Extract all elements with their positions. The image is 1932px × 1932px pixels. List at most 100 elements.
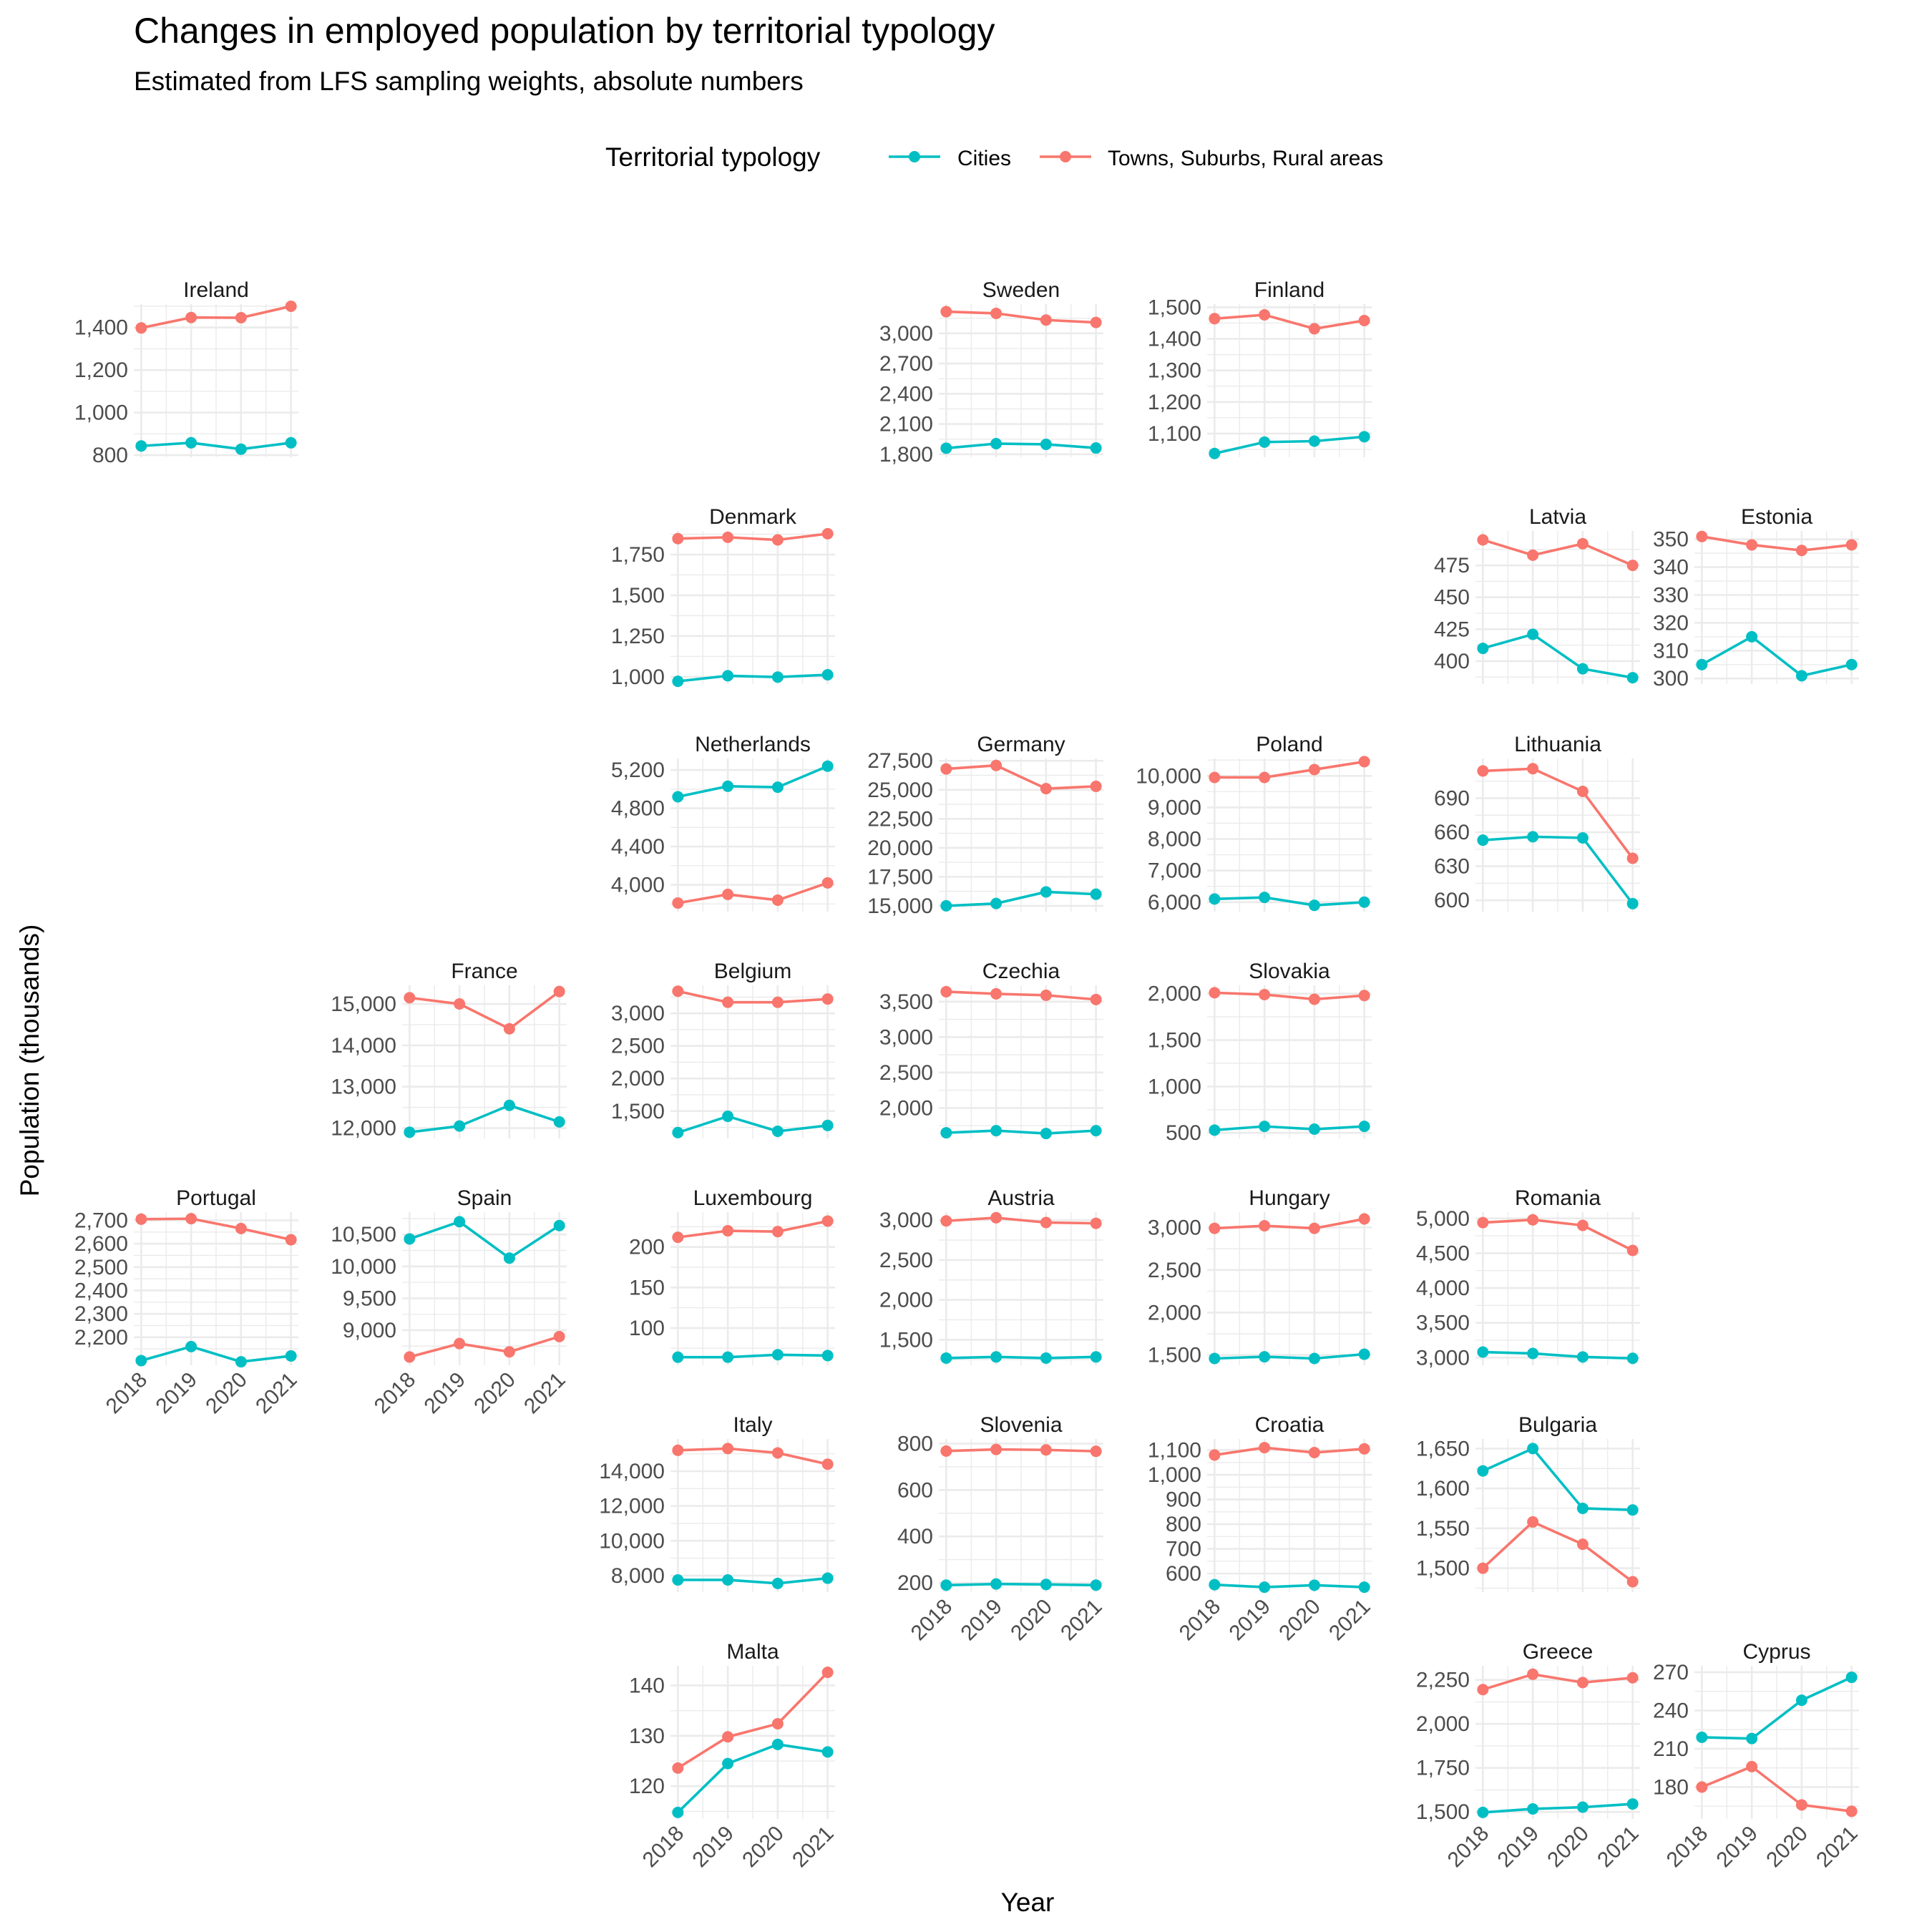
point-cities-slovenia-2021 — [1090, 1579, 1102, 1591]
point-towns-suburbs-rural-areas-finland-2019 — [1259, 309, 1271, 321]
point-cities-luxembourg-2021 — [821, 1350, 834, 1362]
line-towns-suburbs-rural-areas-malta — [677, 1671, 829, 1770]
y-tick-label: 14,000 — [331, 1034, 396, 1058]
y-tick-label: 310 — [1653, 639, 1689, 663]
legend-label-towns-suburbs-rural: Towns, Suburbs, Rural areas — [1108, 147, 1383, 170]
point-towns-suburbs-rural-areas-france-2018 — [404, 992, 416, 1004]
point-cities-luxembourg-2018 — [672, 1351, 684, 1363]
point-cities-cyprus-2019 — [1746, 1732, 1758, 1745]
y-tick-label: 2,300 — [74, 1302, 128, 1326]
y-tick-label: 2,500 — [879, 1249, 933, 1272]
point-cities-netherlands-2021 — [821, 760, 834, 772]
x-tick-label: 2021 — [251, 1368, 302, 1419]
x-tick-label: 2018 — [370, 1368, 421, 1419]
panel-germany: Germany 15,000 17,500 20,000 22,500 25,000 27,… — [867, 733, 1103, 918]
y-tick-label: 3,000 — [879, 322, 933, 346]
point-cities-bulgaria-2020 — [1576, 1502, 1589, 1514]
panel-title-france: France — [451, 960, 517, 983]
legend: Territorial typology Cities Towns, Subur… — [605, 142, 1383, 172]
point-towns-suburbs-rural-areas-ireland-2021 — [285, 300, 297, 312]
y-tick-label: 1,000 — [1148, 1075, 1201, 1098]
y-tick-label: 240 — [1653, 1699, 1689, 1722]
panel-slovenia: Slovenia 200 400 600 800 2018 2019 2020 2021 — [897, 1413, 1107, 1645]
point-cities-italy-2021 — [821, 1572, 834, 1584]
grid-sweden — [939, 304, 1103, 457]
panel-title-cyprus: Cyprus — [1742, 1640, 1810, 1664]
panel-title-sweden: Sweden — [982, 278, 1060, 302]
point-cities-denmark-2019 — [722, 670, 734, 682]
panel-malta: Malta 120 130 140 2018 2019 2020 2021 — [629, 1640, 839, 1872]
line-cities-sweden — [946, 442, 1096, 450]
grid-finland — [1207, 304, 1372, 457]
point-towns-suburbs-rural-areas-slovakia-2021 — [1358, 990, 1370, 1002]
point-towns-suburbs-rural-areas-slovakia-2019 — [1259, 988, 1271, 1000]
y-tick-label: 425 — [1434, 618, 1470, 641]
point-towns-suburbs-rural-areas-poland-2021 — [1358, 756, 1370, 768]
y-tick-label: 1,800 — [879, 443, 933, 467]
point-cities-italy-2018 — [672, 1574, 684, 1586]
y-tick-label: 17,500 — [867, 865, 933, 889]
point-towns-suburbs-rural-areas-romania-2019 — [1527, 1214, 1539, 1226]
line-towns-suburbs-rural-areas-belgium — [677, 990, 828, 1004]
point-towns-suburbs-rural-areas-slovenia-2018 — [940, 1445, 952, 1457]
panel-title-belgium: Belgium — [714, 960, 791, 983]
y-tick-label: 1,500 — [611, 1100, 665, 1123]
point-towns-suburbs-rural-areas-austria-2020 — [1040, 1216, 1052, 1229]
line-cities-italy — [678, 1576, 828, 1585]
line-cities-slovakia — [1214, 1125, 1365, 1132]
line-cities-finland — [1214, 435, 1365, 455]
y-tick-label: 320 — [1653, 611, 1689, 635]
point-towns-suburbs-rural-areas-germany-2021 — [1090, 780, 1102, 792]
point-cities-denmark-2020 — [771, 671, 784, 683]
y-tick-label: 1,550 — [1416, 1517, 1470, 1541]
y-tick-label: 180 — [1653, 1775, 1689, 1799]
point-towns-suburbs-rural-areas-malta-2019 — [722, 1731, 734, 1743]
point-towns-suburbs-rural-areas-portugal-2021 — [285, 1234, 297, 1246]
panel-title-lithuania: Lithuania — [1514, 733, 1601, 756]
y-tick-label: 2,000 — [1148, 1301, 1201, 1324]
point-cities-lithuania-2020 — [1576, 831, 1589, 844]
panel-title-austria: Austria — [987, 1186, 1055, 1210]
y-tick-label: 15,000 — [867, 894, 933, 918]
y-tick-label: 7,000 — [1148, 859, 1201, 883]
x-tick-label: 2019 — [957, 1595, 1008, 1646]
y-tick-label: 300 — [1653, 667, 1689, 691]
x-tick-label: 2021 — [1056, 1595, 1107, 1646]
grid-ireland — [134, 304, 298, 457]
y-tick-label: 340 — [1653, 556, 1689, 580]
y-tick-label: 14,000 — [599, 1460, 665, 1483]
y-tick-label: 3,000 — [1416, 1346, 1470, 1370]
x-tick-label: 2019 — [1225, 1595, 1276, 1646]
point-cities-greece-2018 — [1477, 1806, 1489, 1818]
point-cities-finland-2018 — [1209, 447, 1221, 459]
line-cities-hungary — [1214, 1352, 1365, 1360]
line-towns-suburbs-rural-areas-denmark — [678, 532, 828, 542]
point-towns-suburbs-rural-areas-belgium-2020 — [771, 996, 784, 1008]
point-cities-latvia-2019 — [1527, 628, 1539, 640]
y-tick-label: 25,000 — [867, 779, 933, 802]
line-cities-romania — [1483, 1350, 1633, 1360]
point-towns-suburbs-rural-areas-poland-2020 — [1308, 763, 1320, 776]
point-cities-czechia-2020 — [1040, 1128, 1052, 1140]
point-towns-suburbs-rural-areas-luxembourg-2019 — [722, 1225, 734, 1237]
point-cities-croatia-2018 — [1209, 1579, 1221, 1591]
point-cities-slovenia-2020 — [1040, 1579, 1052, 1591]
line-cities-malta — [677, 1743, 828, 1814]
point-towns-suburbs-rural-areas-slovakia-2020 — [1308, 993, 1320, 1005]
point-towns-suburbs-rural-areas-spain-2020 — [503, 1346, 515, 1358]
x-tick-label: 2020 — [469, 1368, 520, 1419]
point-towns-suburbs-rural-areas-croatia-2020 — [1308, 1446, 1320, 1458]
point-cities-czechia-2021 — [1090, 1125, 1102, 1137]
line-towns-suburbs-rural-areas-estonia — [1702, 535, 1852, 552]
y-tick-label: 15,000 — [331, 992, 396, 1016]
y-tick-label: 2,000 — [611, 1067, 665, 1091]
point-cities-slovakia-2018 — [1209, 1124, 1221, 1136]
line-towns-suburbs-rural-areas-croatia — [1214, 1446, 1365, 1457]
y-tick-label: 20,000 — [867, 836, 933, 860]
y-tick-label: 1,200 — [74, 358, 128, 382]
point-cities-latvia-2020 — [1576, 663, 1589, 675]
point-cities-denmark-2018 — [672, 675, 684, 688]
y-tick-label: 3,000 — [879, 1209, 933, 1232]
point-cities-portugal-2019 — [185, 1340, 197, 1352]
